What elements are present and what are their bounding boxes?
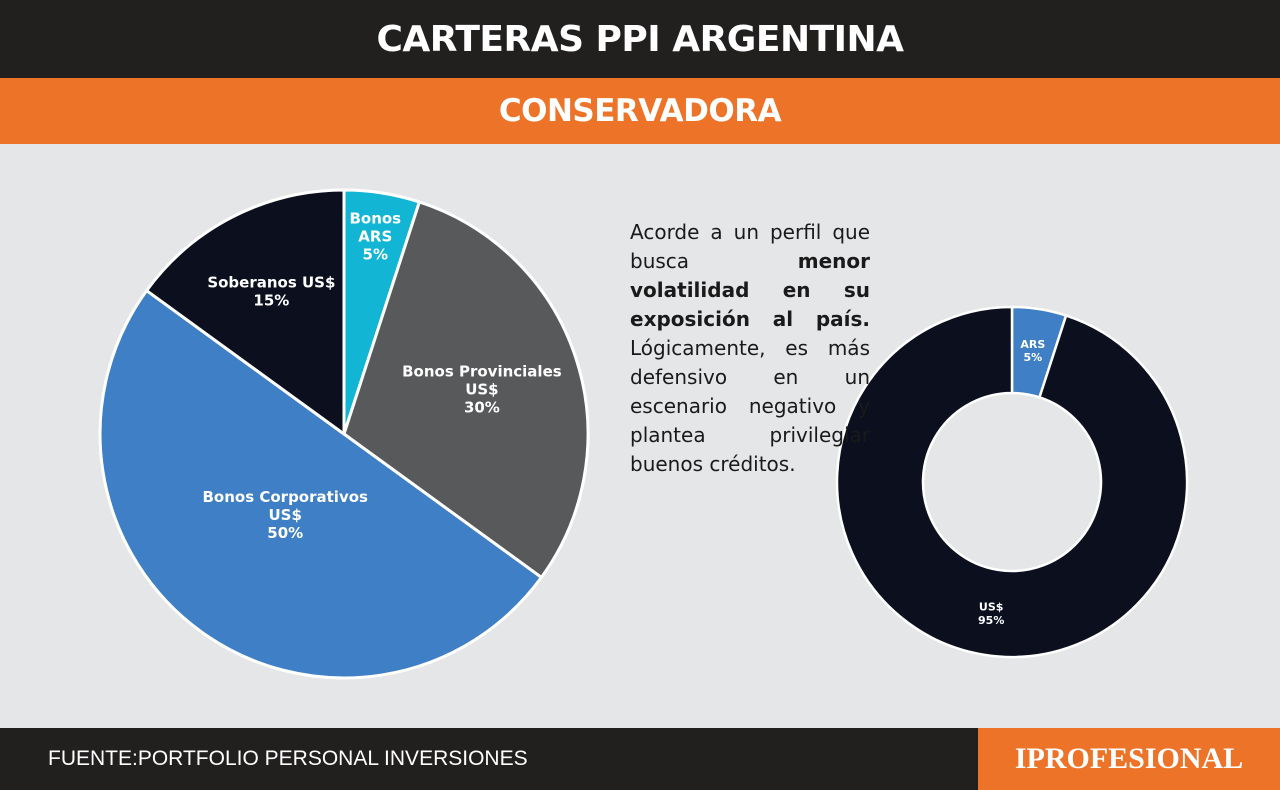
currency-donut-chart: ARS 5% US$ 95% [835,305,1189,659]
pie-name-bonos-ars: ARS [358,228,392,246]
source-note: FUENTE:PORTFOLIO PERSONAL INVERSIONES [48,747,528,770]
description-intro: Acorde a un perfil que busca [630,220,870,273]
pie-label-soberanos-us: Soberanos US$ 15% [207,274,335,310]
donut-label-us: US$ 95% [978,601,1004,627]
donut-value-us: 95% [978,614,1004,627]
pie-value-bonos-corporativos-us: 50% [267,524,303,542]
pie-name-bonos-provinciales-us: Bonos Provinciales [402,362,562,380]
portfolio-pie-chart: Bonos ARS 5%Bonos Provinciales US$ 30%Bonos … [98,188,590,680]
page-title: CARTERAS PPI ARGENTINA [0,0,1280,78]
donut-slice-us [835,305,1189,659]
donut-label-ars: ARS 5% [1020,338,1045,364]
donut-name-ars: ARS [1020,338,1045,351]
pie-label-bonos-ars: Bonos ARS 5% [349,210,401,264]
portfolio-description: Acorde a un perfil que busca menor volat… [630,218,870,479]
donut-name-us: US$ [979,601,1004,614]
pie-name-bonos-provinciales-us: US$ [465,380,498,398]
pie-value-bonos-provinciales-us: 30% [464,398,500,416]
charts-area: Bonos ARS 5%Bonos Provinciales US$ 30%Bonos … [98,188,1189,680]
pie-label-bonos-corporativos-us: Bonos Corporativos US$ 50% [202,488,368,542]
pie-label-bonos-provinciales-us: Bonos Provinciales US$ 30% [402,362,562,416]
pie-slice-bonos-provinciales-us [342,200,590,579]
pie-name-soberanos-us: Soberanos US$ [207,274,335,292]
footer: FUENTE:PORTFOLIO PERSONAL INVERSIONES IP… [0,728,1280,790]
description-rest: Lógicamente, es más defensivo en un esce… [630,336,870,476]
pie-value-soberanos-us: 15% [253,292,289,310]
donut-value-ars: 5% [1023,351,1042,364]
pie-slice-bonos-corporativos-us [98,289,543,680]
description-highlight: menor volatilidad en su exposición al pa… [630,249,870,331]
pie-value-bonos-ars: 5% [363,246,388,264]
pie-name-bonos-corporativos-us: US$ [269,506,302,524]
pie-slice-soberanos-us [145,188,346,436]
pie-name-bonos-ars: Bonos [349,210,401,228]
pie-name-bonos-corporativos-us: Bonos Corporativos [202,488,368,506]
brand-logo: IPROFESIONAL [978,728,1280,790]
portfolio-type-title: CONSERVADORA [0,78,1280,144]
